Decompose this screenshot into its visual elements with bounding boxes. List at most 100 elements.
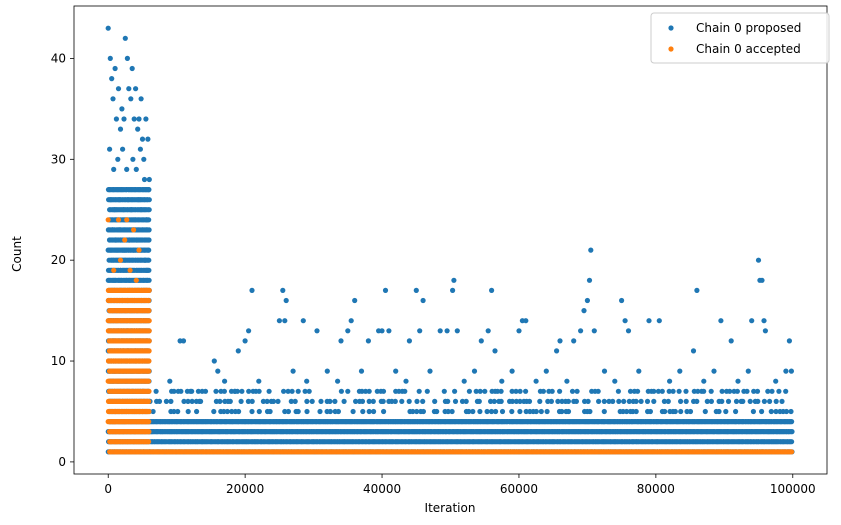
point-0 xyxy=(128,96,134,102)
point-0 xyxy=(282,408,288,415)
point-0 xyxy=(115,86,122,92)
point-0 xyxy=(139,136,146,142)
point-0 xyxy=(292,398,298,404)
point-1 xyxy=(115,217,122,223)
point-0 xyxy=(702,408,708,415)
point-1 xyxy=(146,378,152,384)
point-0 xyxy=(788,368,795,374)
y-axis-label: Count xyxy=(10,236,24,272)
point-0 xyxy=(751,388,757,394)
legend-label-accepted: Chain 0 accepted xyxy=(696,42,801,56)
point-0 xyxy=(586,277,593,283)
point-0 xyxy=(786,338,793,344)
point-0 xyxy=(644,398,651,404)
point-0 xyxy=(338,388,344,394)
point-0 xyxy=(517,398,523,404)
point-0 xyxy=(363,388,369,394)
point-0 xyxy=(635,388,641,394)
point-0 xyxy=(249,287,255,293)
point-1 xyxy=(136,247,142,253)
point-0 xyxy=(381,408,387,415)
point-0 xyxy=(295,408,301,415)
point-0 xyxy=(477,388,483,394)
point-0 xyxy=(655,388,662,394)
point-0 xyxy=(695,388,701,394)
point-0 xyxy=(452,398,459,404)
point-0 xyxy=(601,398,607,404)
point-0 xyxy=(749,318,755,324)
point-0 xyxy=(437,328,443,334)
point-0 xyxy=(789,439,795,445)
point-0 xyxy=(181,398,187,404)
point-1 xyxy=(111,267,117,273)
point-0 xyxy=(371,408,377,415)
point-0 xyxy=(119,106,125,112)
point-0 xyxy=(171,408,177,415)
point-0 xyxy=(571,338,577,344)
point-0 xyxy=(142,257,148,263)
point-0 xyxy=(564,378,570,384)
point-0 xyxy=(386,328,392,334)
point-0 xyxy=(276,318,282,324)
point-0 xyxy=(109,227,115,233)
point-0 xyxy=(146,207,152,213)
point-0 xyxy=(249,398,255,404)
point-0 xyxy=(434,408,440,415)
point-0 xyxy=(239,388,245,394)
plot-frame xyxy=(73,5,828,475)
point-1 xyxy=(789,449,795,455)
point-0 xyxy=(744,388,750,394)
point-0 xyxy=(526,398,533,404)
point-0 xyxy=(509,398,515,404)
point-0 xyxy=(129,65,135,72)
point-0 xyxy=(302,388,308,394)
point-0 xyxy=(283,297,289,304)
point-0 xyxy=(719,388,725,394)
x-tick-label: 60000 xyxy=(500,482,538,496)
point-0 xyxy=(627,388,634,394)
point-0 xyxy=(107,146,113,152)
point-0 xyxy=(651,398,657,404)
point-0 xyxy=(513,398,520,404)
y-tick-label: 40 xyxy=(51,51,66,65)
point-0 xyxy=(492,348,498,354)
point-0 xyxy=(678,408,684,415)
point-0 xyxy=(612,378,618,384)
point-0 xyxy=(619,297,625,304)
legend: Chain 0 proposed Chain 0 accepted xyxy=(650,12,830,64)
point-0 xyxy=(131,116,137,122)
point-1 xyxy=(146,328,152,334)
point-0 xyxy=(130,156,136,162)
point-0 xyxy=(538,408,544,415)
point-0 xyxy=(694,287,700,293)
point-0 xyxy=(366,408,372,415)
point-0 xyxy=(178,388,184,394)
point-0 xyxy=(690,348,697,354)
point-0 xyxy=(275,398,281,404)
point-0 xyxy=(678,398,684,404)
point-0 xyxy=(543,368,549,374)
point-0 xyxy=(360,408,366,415)
point-0 xyxy=(516,328,522,334)
point-0 xyxy=(573,398,580,404)
point-0 xyxy=(417,328,423,334)
point-0 xyxy=(718,318,724,324)
point-0 xyxy=(727,388,733,394)
point-1 xyxy=(146,429,152,435)
point-0 xyxy=(647,408,654,415)
point-0 xyxy=(708,398,715,404)
point-0 xyxy=(708,388,714,394)
point-0 xyxy=(773,398,779,404)
point-0 xyxy=(581,308,587,314)
point-0 xyxy=(122,35,128,41)
point-0 xyxy=(306,388,312,394)
point-0 xyxy=(683,388,689,394)
point-0 xyxy=(126,86,132,92)
point-1 xyxy=(146,419,152,425)
point-0 xyxy=(659,388,665,394)
point-0 xyxy=(768,408,774,415)
point-0 xyxy=(473,388,479,394)
point-0 xyxy=(379,328,385,334)
point-0 xyxy=(117,227,123,233)
